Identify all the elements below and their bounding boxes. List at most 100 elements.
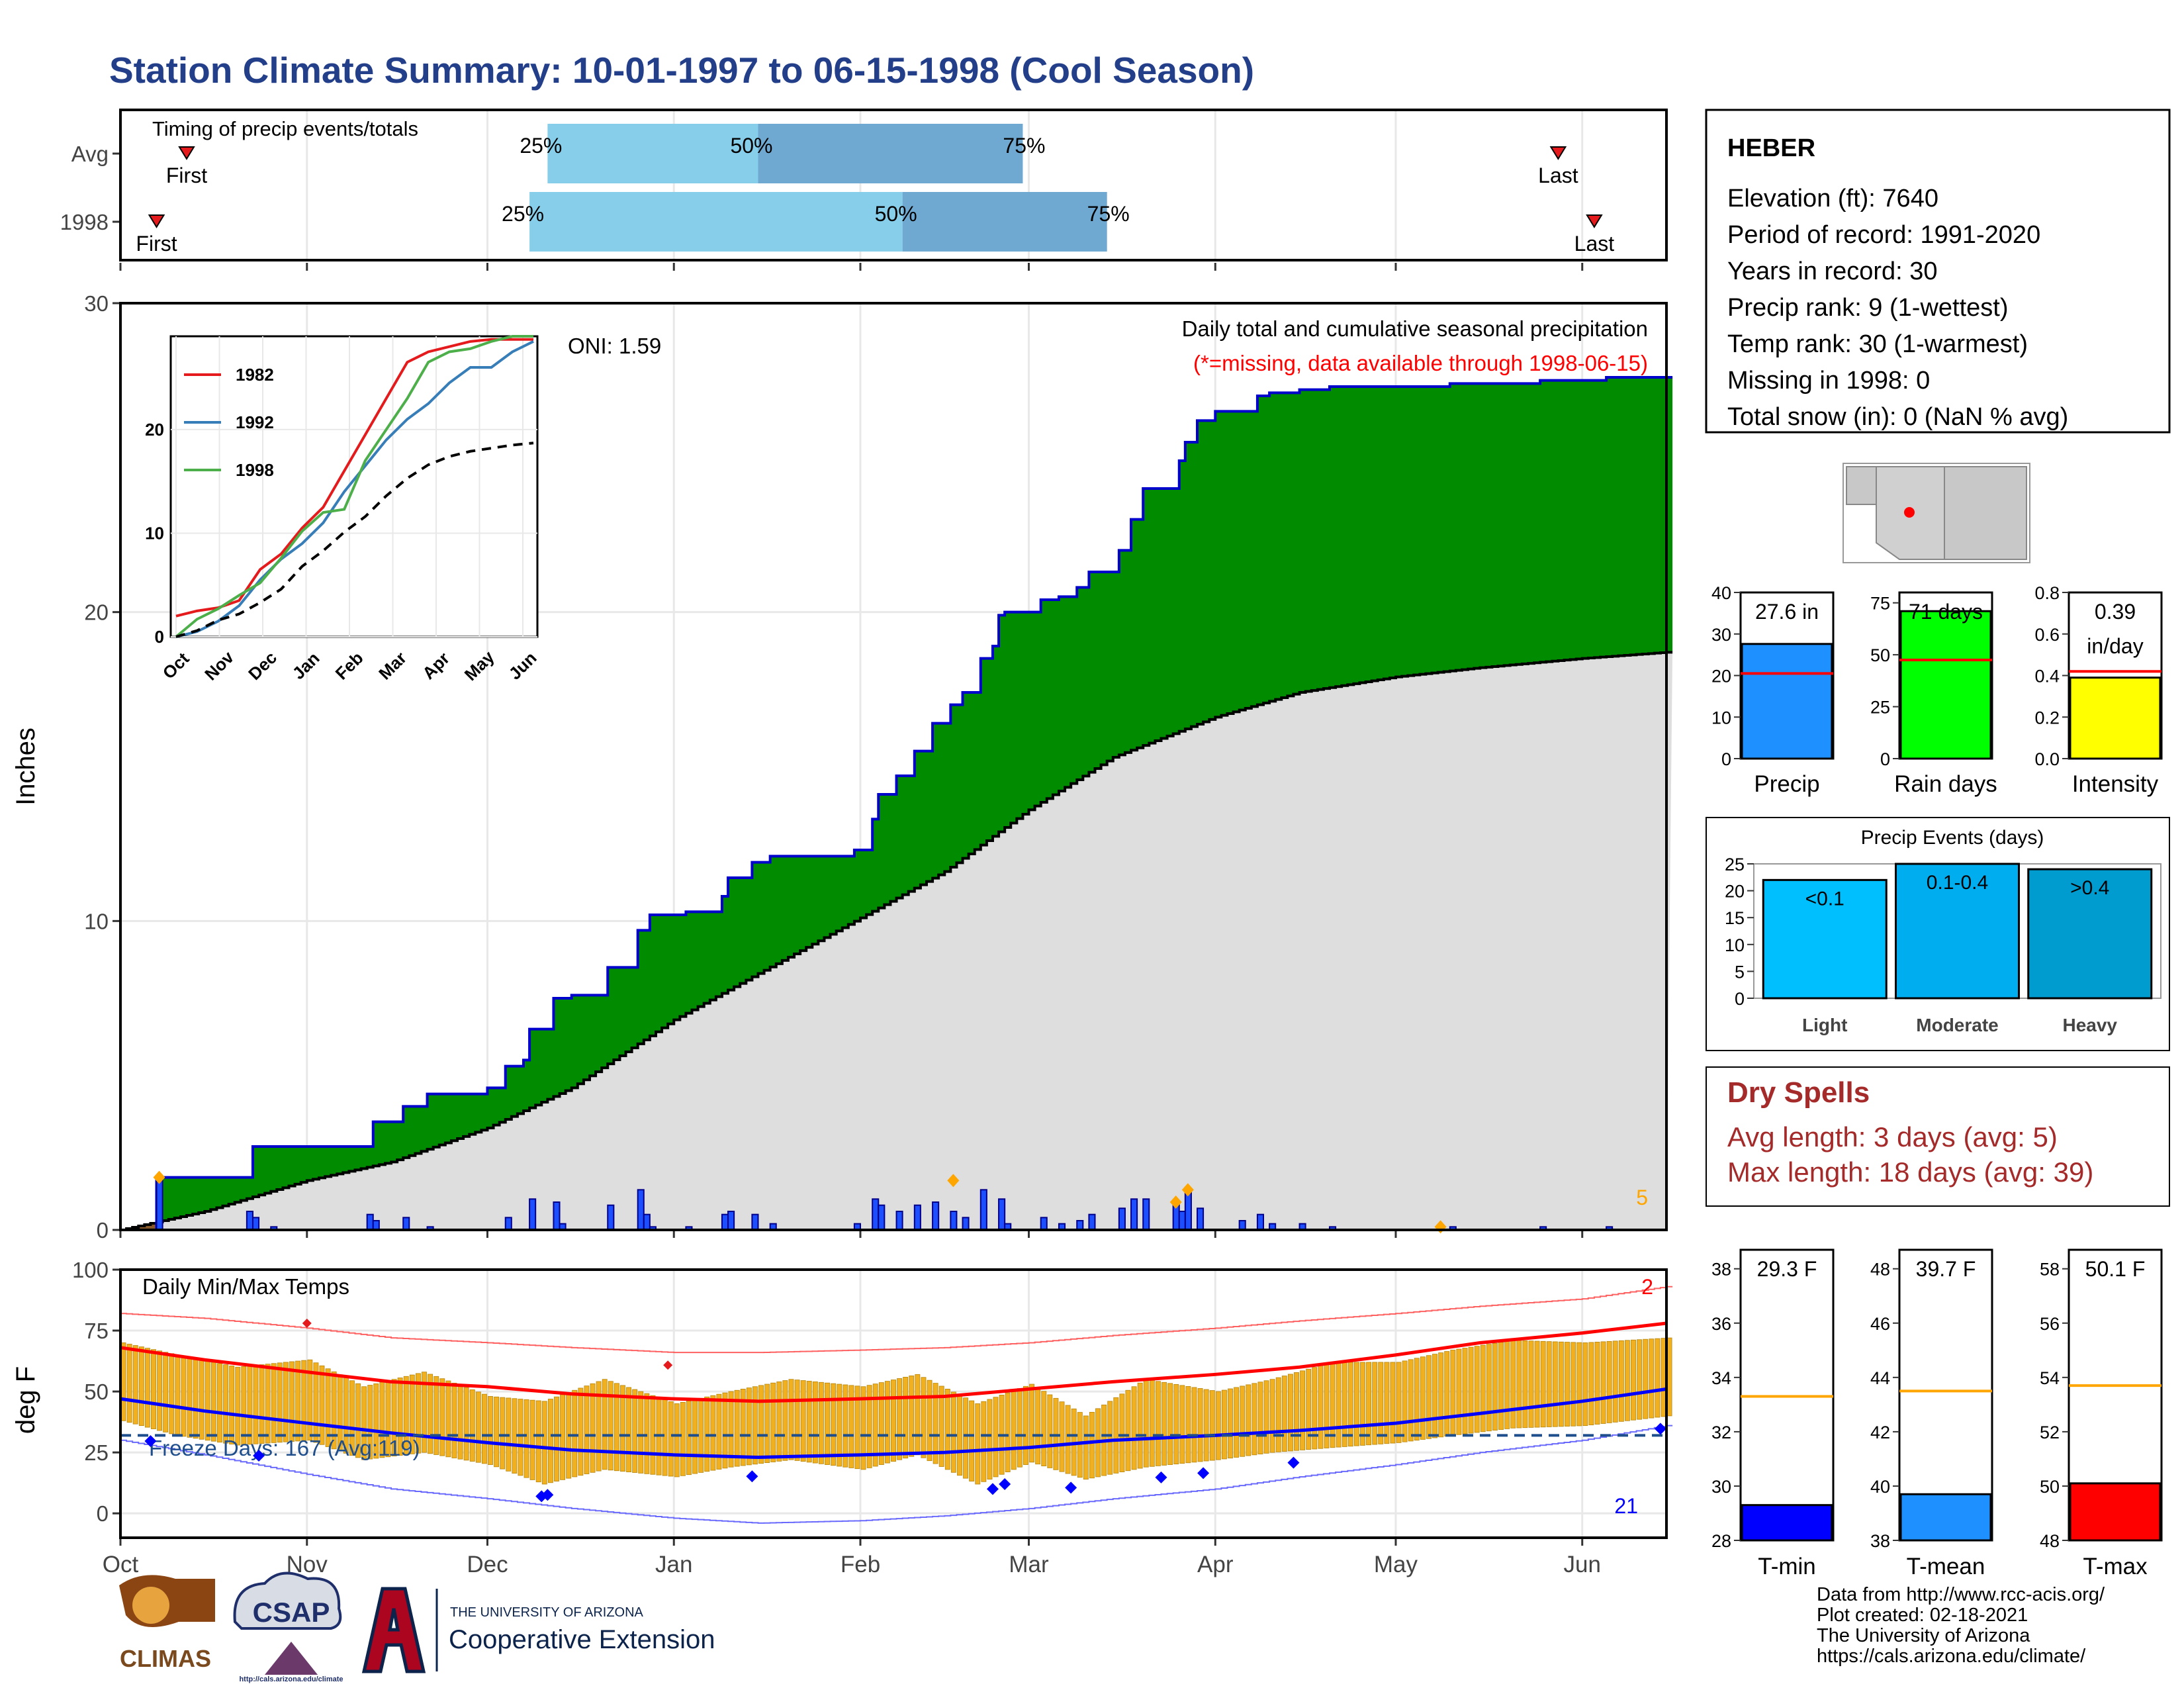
temp-daily-range-bar <box>1119 1393 1125 1472</box>
inset-y-tick-label: 10 <box>145 523 164 543</box>
temp-daily-range-bar <box>1456 1348 1462 1435</box>
temp-daily-range-bar <box>1173 1383 1179 1465</box>
temp-daily-range-bar <box>950 1391 956 1473</box>
temp-bar-y-tick-label: 56 <box>2040 1314 2060 1334</box>
events-y-tick-label: 10 <box>1725 935 1745 955</box>
temp-daily-range-bar <box>1558 1341 1564 1427</box>
record-low-marker <box>1287 1456 1300 1469</box>
temp-daily-range-bar <box>1661 1338 1666 1417</box>
events-bar <box>1762 878 1888 1000</box>
temp-daily-range-bar <box>1474 1346 1480 1433</box>
temp-daily-range-bar <box>1023 1385 1028 1465</box>
dry-spells-box <box>1706 1066 2170 1207</box>
temp-daily-range-bar <box>584 1385 590 1474</box>
temp-bar-category-label: T-min <box>1758 1554 1816 1579</box>
inset-legend-label: 1982 <box>236 365 274 385</box>
temp-bar <box>1741 1504 1833 1542</box>
rank-y-tick-label: 0.2 <box>2034 708 2060 727</box>
temp-daily-range-bar <box>361 1386 367 1460</box>
temp-daily-range-bar <box>451 1382 457 1458</box>
precip-frame <box>119 302 1668 1231</box>
footer-credit-line: The University of Arizona <box>1817 1625 2030 1646</box>
timing-last-marker <box>1549 146 1567 160</box>
temp-daily-range-bar <box>313 1362 319 1443</box>
timing-label-25: 25% <box>502 202 544 226</box>
temp-daily-range-bar <box>1378 1362 1384 1444</box>
temp-daily-range-bar <box>1360 1362 1365 1446</box>
station-box <box>1705 109 2171 434</box>
temp-daily-range-bar <box>1498 1342 1504 1430</box>
timing-bar-50-75 <box>902 192 1107 252</box>
temp-daily-range-bar <box>1137 1382 1143 1469</box>
events-value-label: 0.1-0.4 <box>1927 872 1988 894</box>
temp-daily-range-bar <box>818 1382 824 1464</box>
map-state-west <box>1846 466 1877 505</box>
temp-daily-range-bar <box>1083 1415 1089 1480</box>
precip-y-axis-title: Inches <box>11 727 40 806</box>
precip-daily-bar <box>932 1201 940 1231</box>
temp-daily-range-bar <box>1294 1372 1299 1451</box>
temp-daily-range-bar <box>1281 1376 1287 1452</box>
temp-bar-y-tick-label: 38 <box>1870 1531 1890 1551</box>
temp-daily-range-bar <box>120 1342 126 1421</box>
station-info-line: Precip rank: 9 (1-wettest) <box>1727 294 2008 322</box>
temp-daily-range-bar <box>391 1379 397 1457</box>
precip-daily-bar <box>1118 1207 1126 1231</box>
temp-y-tick-label: 75 <box>84 1319 109 1343</box>
inset-series-line <box>175 338 533 618</box>
temp-x-tick-label: Jan <box>655 1552 692 1577</box>
precip-daily-bar <box>607 1204 615 1231</box>
record-max-line <box>120 1286 1673 1354</box>
inset-y-tick-label: 20 <box>145 420 164 440</box>
location-map <box>1843 463 2030 563</box>
temp-daily-range-bar <box>866 1385 872 1468</box>
precip-y-tick-label: 0 <box>97 1218 109 1243</box>
temp-daily-range-bar <box>1655 1338 1661 1418</box>
temp-daily-range-bar <box>1582 1342 1588 1427</box>
temp-daily-range-bar <box>1035 1387 1041 1465</box>
precip-daily-bar <box>1178 1211 1186 1231</box>
temp-daily-range-bar <box>746 1387 752 1466</box>
temp-daily-range-bar <box>1546 1341 1552 1427</box>
events-y-tick-label: 20 <box>1725 882 1745 902</box>
rank-category-label: Precip <box>1754 771 1819 797</box>
events-category-label: Heavy <box>2062 1015 2117 1035</box>
temp-daily-range-bar <box>1408 1359 1414 1442</box>
temp-daily-range-bar <box>626 1387 632 1472</box>
temp-bar-y-tick-label: 38 <box>1711 1260 1731 1280</box>
precip-daily-bar <box>366 1213 374 1231</box>
timing-row-label: Avg <box>71 142 109 166</box>
temp-daily-range-bar <box>259 1364 265 1444</box>
temp-daily-range-bar <box>463 1387 469 1461</box>
station-info-line: Period of record: 1991-2020 <box>1727 221 2040 249</box>
temp-daily-range-bar <box>229 1366 235 1445</box>
precip-y-tick-label: 30 <box>84 291 109 316</box>
temp-y-tick-label: 0 <box>97 1501 109 1526</box>
temp-daily-range-bar <box>307 1359 313 1441</box>
temp-daily-range-bar <box>957 1394 962 1476</box>
temp-daily-range-bar <box>512 1398 518 1474</box>
temp-chart-title: Daily Min/Max Temps <box>142 1274 349 1299</box>
temp-daily-range-bar <box>1089 1411 1095 1479</box>
temp-x-tick-label: Dec <box>467 1552 508 1577</box>
timing-panel: Avg 25% 50% 75% First Last 1998 25% 50% 75% First L… <box>60 109 1668 271</box>
temp-daily-range-bar <box>1251 1383 1257 1456</box>
temp-daily-range-bar <box>1234 1387 1240 1458</box>
csap-logo-url: http://cals.arizona.edu/climate <box>239 1675 343 1683</box>
ua-logo-big-text: Cooperative Extension <box>449 1625 715 1654</box>
temp-daily-range-bar <box>138 1346 144 1427</box>
footer-credit-line: Plot created: 02-18-2021 <box>1817 1605 2028 1626</box>
events-y-tick-label: 0 <box>1735 989 1745 1009</box>
precip-event-marker <box>153 1170 165 1184</box>
temp-daily-range-bar <box>1240 1385 1246 1457</box>
temp-daily-range-bar <box>547 1399 553 1483</box>
temp-x-tick-label: Jun <box>1564 1552 1601 1577</box>
events-title: Precip Events (days) <box>1861 827 2044 849</box>
temp-daily-range-bar <box>1131 1386 1137 1470</box>
temp-daily-range-bar <box>1275 1377 1281 1452</box>
footer-credit-line: Data from http://www.rcc-acis.org/ <box>1817 1584 2105 1605</box>
temp-daily-range-bar <box>812 1381 818 1464</box>
temp-daily-range-bar <box>193 1358 199 1439</box>
record-high-marker <box>663 1360 673 1370</box>
temp-bar-y-tick-label: 52 <box>2040 1423 2060 1442</box>
